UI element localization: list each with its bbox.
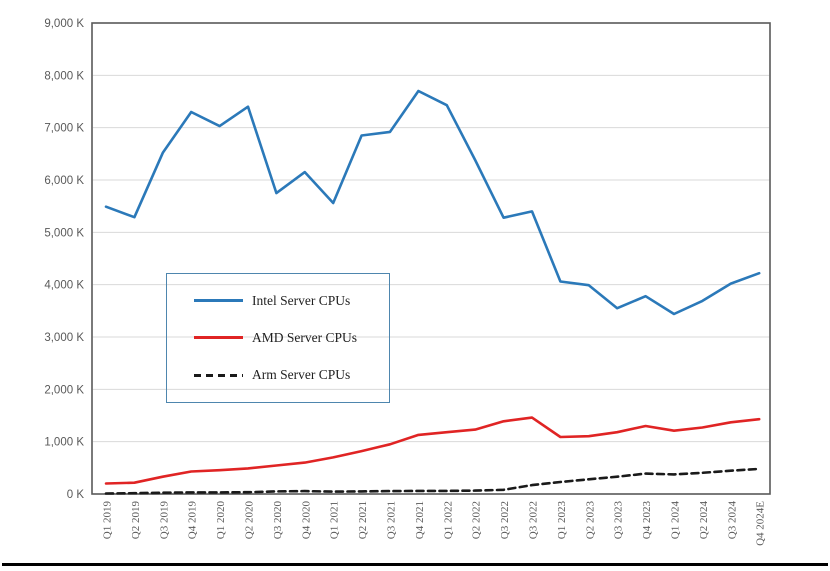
- y-axis-label: 5,000 K: [44, 227, 84, 239]
- y-axis-label: 0 K: [67, 489, 85, 501]
- x-axis-label: Q1 2022: [442, 501, 454, 539]
- arm-line-swatch: [194, 373, 243, 377]
- y-axis-label: 8,000 K: [44, 70, 84, 82]
- y-axis-label: 9,000 K: [44, 18, 84, 30]
- series-line-arm-server-cpus: [104, 467, 761, 495]
- legend: Intel Server CPUs AMD Server CPUs Arm Se…: [166, 273, 390, 403]
- legend-label-intel: Intel Server CPUs: [252, 292, 351, 308]
- bottom-divider: [2, 563, 828, 566]
- legend-item-amd: AMD Server CPUs: [194, 330, 389, 346]
- x-axis-label: Q4 2021: [414, 501, 426, 539]
- x-axis-label: Q4 2020: [300, 501, 312, 540]
- x-axis-label: Q2 2021: [357, 501, 369, 539]
- x-axis-label: Q4 2019: [187, 501, 199, 540]
- x-axis-label: Q3 2024: [726, 501, 738, 540]
- amd-line-swatch: [194, 336, 243, 340]
- x-axis-label: Q1 2021: [329, 501, 341, 539]
- legend-label-amd: AMD Server CPUs: [252, 329, 358, 345]
- y-axis-label: 1,000 K: [44, 437, 84, 449]
- x-axis-label: Q2 2023: [584, 501, 596, 540]
- x-axis-label: Q3 2022: [528, 501, 540, 539]
- x-axis-label: Q2 2024: [698, 501, 710, 540]
- y-axis-label: 4,000 K: [44, 280, 84, 292]
- x-axis-label: Q1 2024: [670, 501, 682, 540]
- x-axis-label: Q2 2019: [130, 501, 142, 540]
- x-axis-label: Q3 2023: [613, 501, 625, 540]
- x-axis-label: Q2 2022: [471, 501, 483, 539]
- plot-frame: [91, 22, 771, 495]
- x-axis-label: Q1 2019: [102, 501, 114, 540]
- intel-line-swatch: [194, 299, 243, 303]
- y-axis-label: 6,000 K: [44, 175, 84, 187]
- y-axis-label: 2,000 K: [44, 384, 84, 396]
- legend-item-arm: Arm Server CPUs: [194, 367, 389, 383]
- x-axis-label: Q3 2020: [272, 501, 284, 540]
- x-axis-label: Q1 2023: [556, 501, 568, 540]
- y-axis-label: 3,000 K: [44, 332, 84, 344]
- series-line-intel-server-cpus: [104, 89, 761, 316]
- x-axis-label: Q1 2020: [215, 501, 227, 540]
- x-axis-label: Q4 2023: [641, 501, 653, 540]
- x-axis-label: Q3 2021: [386, 501, 398, 539]
- y-axis-label: 7,000 K: [44, 123, 84, 135]
- x-axis-label: Q2 2020: [244, 501, 256, 540]
- x-axis-label: Q3 2019: [158, 501, 170, 540]
- series-line-amd-server-cpus: [104, 416, 761, 485]
- x-axis-label: Q4 2024E: [755, 501, 767, 546]
- legend-label-arm: Arm Server CPUs: [252, 367, 351, 383]
- x-axis-label: Q3 2022: [499, 501, 511, 539]
- legend-item-intel: Intel Server CPUs: [194, 293, 389, 309]
